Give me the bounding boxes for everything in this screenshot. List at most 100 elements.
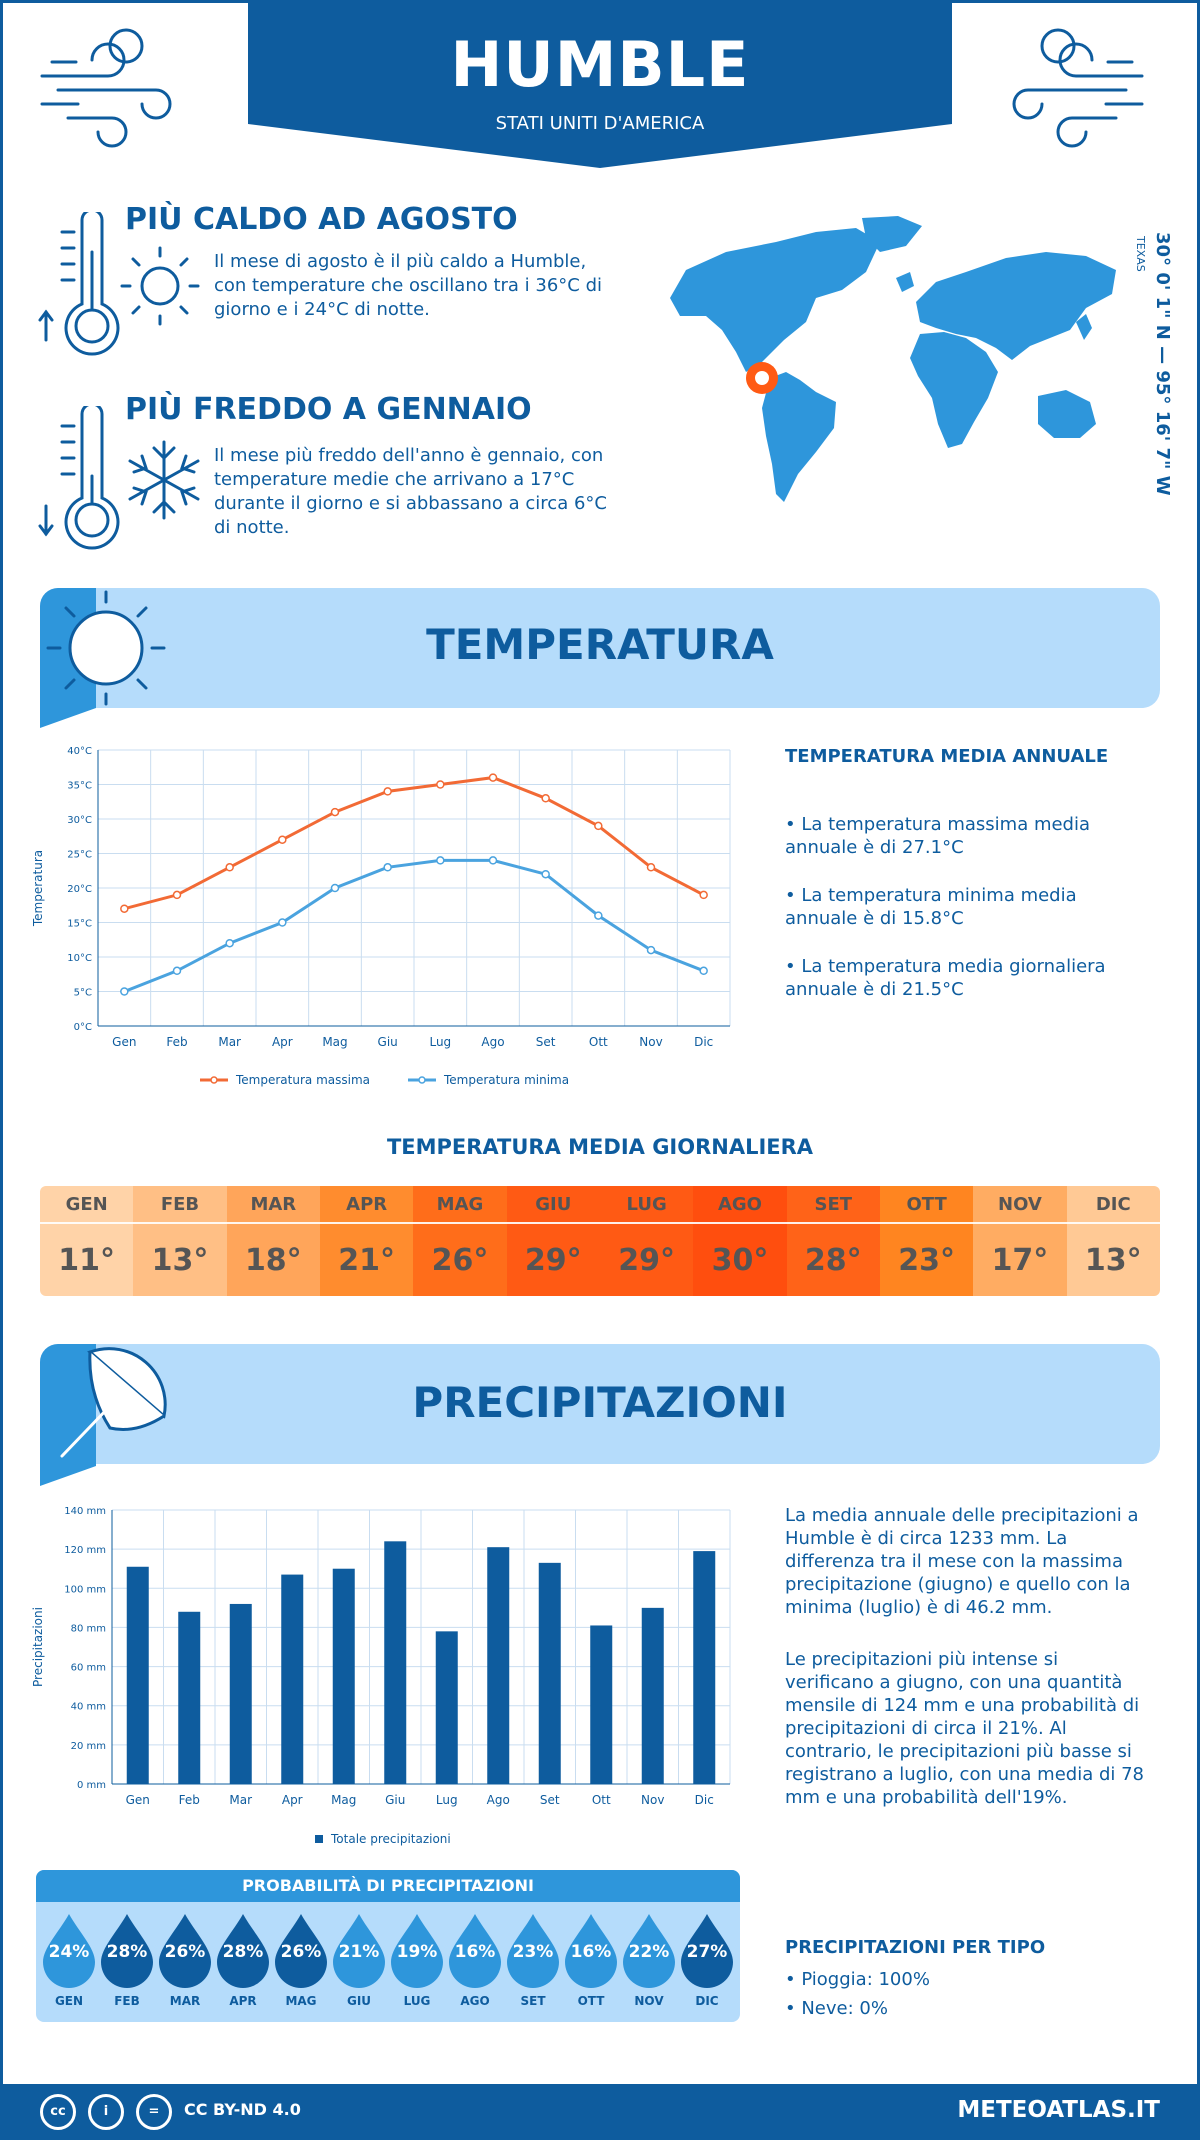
cc-icon: cc <box>40 2094 76 2130</box>
precip-probability-drop: 16% OTT <box>563 1912 619 2012</box>
annual-min: • La temperatura minima media annuale è … <box>785 885 1077 929</box>
daily-temp-cell: MAG 26° <box>413 1186 507 1296</box>
precip-probability-month: GEN <box>54 1994 84 2008</box>
coldest-text: Il mese più freddo dell'anno è gennaio, … <box>214 445 607 538</box>
bar <box>332 1568 355 1784</box>
annual-temp-title: TEMPERATURA MEDIA ANNUALE <box>785 746 1109 767</box>
daily-temp-value: 26° <box>431 1242 489 1278</box>
precip-probability-month: SET <box>520 1994 546 2008</box>
daily-temp-value: 11° <box>58 1242 116 1278</box>
legend-label: Totale precipitazioni <box>330 1832 451 1846</box>
raindrop-icon <box>333 1914 385 1988</box>
precip-probability-value: 26% <box>280 1942 322 1962</box>
thermometer-hot-icon <box>38 212 200 356</box>
y-axis-label: Temperatura <box>31 850 45 927</box>
data-point <box>541 869 550 879</box>
raindrop-icon <box>275 1914 327 1988</box>
x-tick-label: Gen <box>126 1793 150 1807</box>
raindrop-icon <box>101 1914 153 1988</box>
data-point <box>225 938 234 948</box>
data-point <box>120 987 129 996</box>
y-tick-label: 100 mm <box>64 1584 106 1595</box>
y-tick-label: 30°C <box>67 815 92 826</box>
footer: cc i = CC BY-ND 4.0 METEOATLAS.IT <box>0 2084 1200 2140</box>
x-tick-label: Nov <box>639 1035 662 1049</box>
y-tick-label: 15°C <box>67 919 92 930</box>
precip-probability-value: 22% <box>628 1942 670 1962</box>
x-tick-label: Feb <box>166 1035 187 1049</box>
daily-temp-cell: FEB 13° <box>133 1186 227 1296</box>
daily-temp-title: TEMPERATURA MEDIA GIORNALIERA <box>386 1135 814 1159</box>
data-point <box>383 863 392 872</box>
site-link[interactable]: METEOATLAS.IT <box>957 2097 1160 2123</box>
precip-probability-drop: 26% MAR <box>157 1912 213 2012</box>
umbrella-rain-icon <box>40 1344 167 1486</box>
data-point <box>172 890 182 900</box>
raindrop-icon <box>565 1914 617 1988</box>
precip-probability-month: DIC <box>695 1994 719 2008</box>
daily-temp-value: 29° <box>524 1242 582 1278</box>
series-line <box>123 776 705 911</box>
data-point <box>436 856 445 865</box>
y-axis-label: Precipitazioni <box>31 1607 45 1687</box>
daily-temp-cell: AGO 30° <box>693 1186 787 1296</box>
daily-temp-value: 30° <box>711 1242 769 1278</box>
precip-probability-box: PROBABILITÀ DI PRECIPITAZIONI 24% GEN 28% F… <box>36 1870 740 2022</box>
x-tick-label: Set <box>540 1793 560 1807</box>
x-tick-label: Giu <box>385 1793 405 1807</box>
y-tick-label: 5°C <box>74 988 92 999</box>
x-tick-label: Dic <box>694 1035 713 1049</box>
raindrop-icon <box>217 1914 269 1988</box>
annual-max: • La temperatura massima media annuale è… <box>785 814 1091 858</box>
data-point <box>120 904 129 913</box>
precip-probability-value: 24% <box>48 1942 90 1962</box>
world-map <box>670 216 1116 502</box>
precip-probability-value: 26% <box>164 1942 206 1962</box>
raindrop-icon <box>391 1914 443 1988</box>
bar <box>281 1574 304 1784</box>
coordinates: 30° 0' 1" N — 95° 16' 7" W TEXAS <box>1134 232 1178 496</box>
daily-temp-value: 29° <box>618 1242 675 1278</box>
precipitation-band <box>40 1344 1160 1464</box>
precip-detail: Le precipitazioni più intense si verific… <box>785 1649 1145 1808</box>
data-point <box>330 807 340 817</box>
x-tick-label: Lug <box>429 1035 451 1049</box>
raindrop-icon <box>507 1914 559 1988</box>
coldest-title: PIÙ FREDDO A GENNAIO <box>125 392 532 427</box>
precip-type-snow: • Neve: 0% <box>785 1998 888 2019</box>
daily-temp-cell: DIC 13° <box>1066 1186 1160 1296</box>
country-name: STATI UNITI D'AMERICA <box>495 113 705 134</box>
wind-icon-left <box>40 28 172 148</box>
precip-probability-drop: 28% FEB <box>99 1912 155 2012</box>
y-tick-label: 20 mm <box>71 1741 106 1752</box>
daily-temp-value: 28° <box>804 1242 862 1278</box>
data-point <box>594 821 603 831</box>
title-banner <box>248 0 952 168</box>
y-tick-label: 140 mm <box>64 1506 106 1517</box>
x-tick-label: Apr <box>282 1793 303 1807</box>
y-tick-label: 35°C <box>67 781 92 792</box>
daily-temp-month: SET <box>786 1186 880 1224</box>
raindrop-icon <box>623 1914 675 1988</box>
y-tick-label: 80 mm <box>71 1623 106 1634</box>
precip-probability-month: MAG <box>285 1994 317 2008</box>
precip-probability-value: 16% <box>570 1942 612 1962</box>
daily-temp-month: FEB <box>133 1186 227 1224</box>
city-name: HUMBLE <box>450 28 750 101</box>
daily-temp-month: APR <box>319 1186 414 1224</box>
x-tick-label: Ott <box>589 1035 608 1049</box>
x-tick-label: Ago <box>487 1793 510 1807</box>
x-tick-label: Dic <box>695 1793 714 1807</box>
legend-swatch <box>315 1835 323 1843</box>
x-tick-label: Nov <box>641 1793 664 1807</box>
precip-probability-value: 27% <box>686 1942 728 1962</box>
bar <box>590 1625 613 1784</box>
bar <box>384 1541 407 1784</box>
thermometer-cold-icon <box>38 406 200 550</box>
precipitation-chart: 0 mm 20 mm 40 mm 60 mm 80 mm 100 mm 120 mm 140 … <box>31 1506 731 1846</box>
daily-temp-month: OTT <box>879 1186 974 1224</box>
hottest-text: Il mese di agosto è il più caldo a Humbl… <box>214 251 603 320</box>
legend-marker <box>418 1076 426 1084</box>
precip-probability-value: 19% <box>396 1942 438 1962</box>
precip-probability-month: LUG <box>403 1994 431 2008</box>
